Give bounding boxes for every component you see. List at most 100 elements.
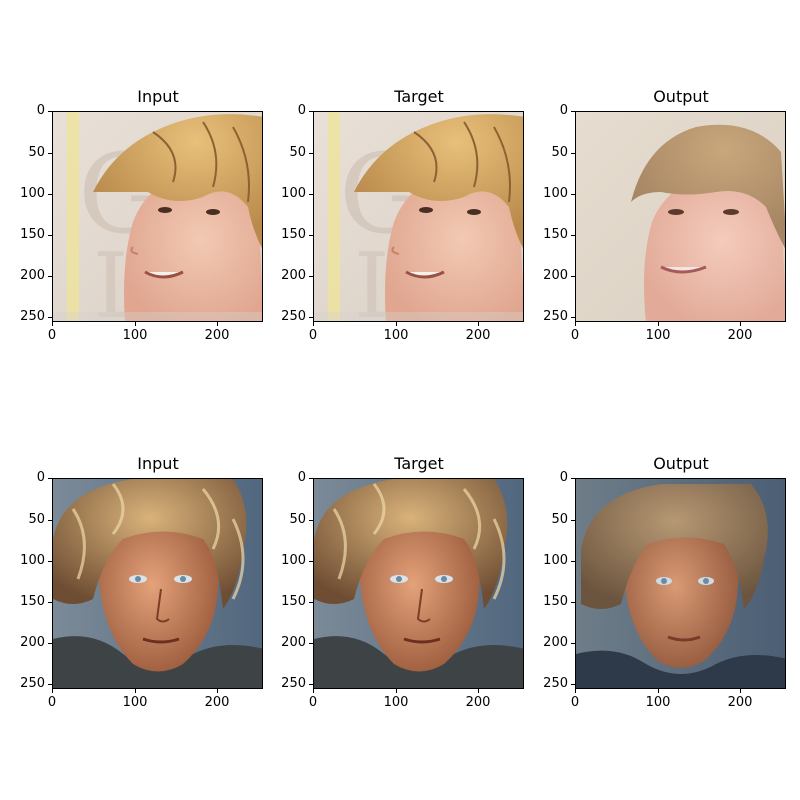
y-tick-mark — [571, 520, 575, 521]
y-tick-label: 50 — [289, 512, 306, 527]
y-tick-mark — [309, 194, 313, 195]
y-tick-label: 100 — [20, 186, 45, 201]
face-image-drawing: G L — [53, 112, 262, 321]
y-tick-mark — [309, 602, 313, 603]
y-tick-label: 0 — [297, 470, 306, 485]
y-tick-mark — [48, 235, 52, 236]
x-tick-mark — [478, 689, 479, 693]
y-tick-label: 100 — [281, 553, 306, 568]
y-tick-label: 50 — [289, 145, 306, 160]
y-tick-mark — [48, 520, 52, 521]
y-tick-label: 200 — [20, 268, 45, 283]
y-tick-mark — [571, 602, 575, 603]
face-image: G L — [52, 111, 263, 322]
x-tick-mark — [396, 689, 397, 693]
y-tick-mark — [48, 478, 52, 479]
y-tick-label: 250 — [543, 676, 568, 691]
x-tick-label: 0 — [570, 328, 580, 343]
y-tick-mark — [309, 684, 313, 685]
y-tick-label: 200 — [281, 268, 306, 283]
y-tick-mark — [571, 643, 575, 644]
x-tick-mark — [217, 322, 218, 326]
image-axes: 0 50 100 150 200 250 0 100 200 — [281, 471, 524, 710]
face-image — [52, 478, 263, 689]
image-axes: 0 50 100 150 200 250 0 100 200 — [20, 471, 263, 710]
x-tick-label: 0 — [308, 328, 318, 343]
y-tick-label: 200 — [281, 635, 306, 650]
x-tick-mark — [313, 322, 314, 326]
y-tick-label: 250 — [20, 676, 45, 691]
subplot-title: Output — [653, 87, 709, 106]
image-axes: 0 50 100 150 200 250 0 100 200 — [543, 104, 786, 343]
x-tick-mark — [658, 689, 659, 693]
x-tick-mark — [478, 322, 479, 326]
y-tick-mark — [571, 235, 575, 236]
y-tick-mark — [309, 317, 313, 318]
x-tick-mark — [740, 322, 741, 326]
subplot-title: Output — [653, 454, 709, 473]
y-tick-mark — [309, 276, 313, 277]
image-axes: G L 0 50 100 150 200 250 0 100 200 — [20, 104, 263, 343]
y-tick-mark — [48, 111, 52, 112]
x-tick-label: 100 — [122, 695, 148, 710]
y-tick-label: 200 — [20, 635, 45, 650]
y-tick-mark — [571, 194, 575, 195]
y-tick-mark — [48, 561, 52, 562]
y-tick-mark — [309, 478, 313, 479]
x-tick-label: 100 — [645, 328, 671, 343]
x-tick-label: 200 — [727, 328, 753, 343]
x-tick-mark — [313, 689, 314, 693]
x-tick-label: 200 — [727, 695, 753, 710]
x-tick-label: 100 — [645, 695, 671, 710]
y-tick-label: 100 — [281, 186, 306, 201]
y-tick-label: 0 — [297, 103, 306, 118]
y-tick-mark — [48, 194, 52, 195]
y-tick-mark — [309, 520, 313, 521]
y-tick-mark — [571, 153, 575, 154]
y-tick-label: 250 — [281, 676, 306, 691]
x-tick-label: 100 — [383, 695, 409, 710]
x-tick-mark — [52, 689, 53, 693]
subplot-title: Target — [394, 454, 444, 473]
y-tick-label: 0 — [559, 103, 568, 118]
face-image-drawing — [314, 479, 523, 688]
image-axes: G L 0 50 100 150 200 250 0 100 200 — [281, 104, 524, 343]
image-axes: 0 50 100 150 200 250 0 100 200 — [543, 471, 786, 710]
y-tick-mark — [309, 111, 313, 112]
y-tick-label: 0 — [36, 470, 45, 485]
y-tick-label: 150 — [281, 227, 306, 242]
face-image: G L — [313, 111, 524, 322]
x-tick-label: 0 — [308, 695, 318, 710]
x-tick-mark — [740, 689, 741, 693]
y-tick-label: 250 — [281, 309, 306, 324]
y-tick-label: 150 — [543, 594, 568, 609]
y-tick-mark — [48, 317, 52, 318]
y-tick-mark — [48, 602, 52, 603]
y-tick-mark — [48, 643, 52, 644]
y-tick-mark — [571, 478, 575, 479]
face-image — [575, 111, 786, 322]
face-image — [575, 478, 786, 689]
subplot-title: Input — [137, 87, 179, 106]
y-tick-label: 50 — [551, 512, 568, 527]
y-tick-mark — [48, 276, 52, 277]
x-tick-mark — [217, 689, 218, 693]
face-image-drawing — [576, 479, 785, 688]
y-tick-mark — [571, 317, 575, 318]
y-tick-label: 50 — [551, 145, 568, 160]
y-tick-mark — [309, 561, 313, 562]
x-tick-mark — [135, 322, 136, 326]
face-image-drawing — [576, 112, 785, 321]
y-tick-mark — [571, 561, 575, 562]
x-tick-mark — [135, 689, 136, 693]
y-tick-mark — [309, 643, 313, 644]
x-tick-label: 200 — [465, 695, 491, 710]
subplot-title: Input — [137, 454, 179, 473]
x-tick-mark — [658, 322, 659, 326]
y-tick-label: 150 — [543, 227, 568, 242]
x-tick-label: 0 — [47, 695, 57, 710]
y-tick-label: 200 — [543, 635, 568, 650]
face-image — [313, 478, 524, 689]
y-tick-label: 100 — [20, 553, 45, 568]
y-tick-mark — [309, 153, 313, 154]
